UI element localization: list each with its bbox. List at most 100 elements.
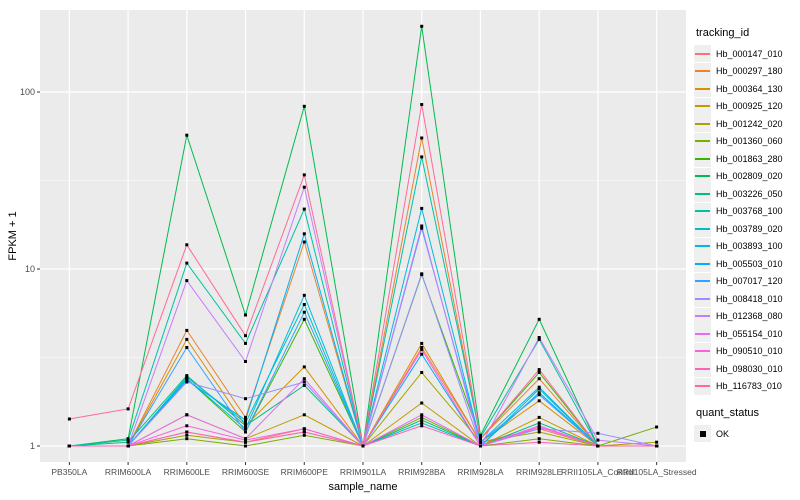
data-point bbox=[420, 155, 424, 159]
legend-item-label: Hb_000147_010 bbox=[716, 48, 783, 59]
y-tick-label: 100 bbox=[20, 87, 35, 97]
data-point bbox=[302, 317, 306, 321]
data-point bbox=[126, 407, 130, 411]
data-point bbox=[126, 444, 130, 448]
data-point bbox=[537, 368, 541, 372]
data-point bbox=[185, 378, 189, 382]
legend-item: Hb_003226_050 bbox=[694, 185, 800, 203]
legend-item-label: Hb_055154_010 bbox=[716, 328, 783, 339]
data-point bbox=[537, 399, 541, 403]
y-tick-label: 1 bbox=[30, 441, 35, 451]
data-point bbox=[185, 433, 189, 437]
data-point bbox=[302, 104, 306, 108]
data-point bbox=[420, 24, 424, 28]
data-point bbox=[185, 377, 189, 381]
data-point bbox=[420, 418, 424, 422]
y-tick-label: 10 bbox=[25, 264, 35, 274]
x-axis-title: sample_name bbox=[328, 481, 398, 493]
data-points bbox=[67, 24, 659, 448]
x-tick-label: RRIM600LE bbox=[164, 467, 211, 477]
legend-item-label: Hb_090510_010 bbox=[716, 346, 783, 357]
data-point bbox=[185, 133, 189, 137]
legend-key-line-icon bbox=[694, 97, 711, 115]
legend-item: Hb_008418_010 bbox=[694, 290, 800, 308]
legend-item: Hb_003893_100 bbox=[694, 237, 800, 256]
data-point bbox=[185, 437, 189, 441]
data-point bbox=[302, 303, 306, 306]
data-point bbox=[420, 136, 424, 140]
data-point bbox=[420, 206, 424, 210]
data-point bbox=[244, 418, 247, 422]
data-point bbox=[185, 346, 189, 349]
data-point bbox=[537, 425, 541, 429]
data-point bbox=[185, 424, 189, 428]
legend-item-label: Hb_008418_010 bbox=[716, 293, 783, 304]
data-point bbox=[537, 385, 541, 389]
data-point bbox=[302, 430, 306, 434]
data-point bbox=[420, 424, 424, 428]
x-tick-label: RRIM600PE bbox=[281, 467, 329, 477]
legend-item-label: Hb_116783_010 bbox=[716, 381, 782, 392]
data-point bbox=[596, 444, 600, 448]
legend-key-line-icon bbox=[694, 150, 711, 168]
data-point bbox=[67, 417, 71, 421]
data-point bbox=[244, 360, 247, 363]
data-point bbox=[244, 438, 247, 442]
legend-key-line-icon bbox=[694, 185, 711, 203]
data-point bbox=[420, 348, 424, 352]
data-point bbox=[244, 427, 247, 431]
data-point bbox=[302, 310, 306, 314]
data-point bbox=[537, 391, 541, 395]
data-point bbox=[596, 431, 600, 435]
data-point bbox=[302, 413, 306, 417]
data-point bbox=[655, 440, 659, 444]
legend-item: Hb_098030_010 bbox=[694, 360, 800, 378]
data-point bbox=[302, 240, 306, 244]
legend-item-quant: OK bbox=[694, 425, 800, 443]
data-point bbox=[361, 444, 365, 448]
legend-item: Hb_012368_080 bbox=[694, 307, 800, 326]
data-point bbox=[537, 427, 541, 431]
legend-key-line-icon bbox=[694, 307, 711, 325]
legend-quant-items: OK bbox=[694, 425, 800, 443]
data-point bbox=[185, 413, 189, 417]
legend-key-line-icon bbox=[694, 62, 711, 80]
data-point bbox=[479, 433, 482, 437]
data-point bbox=[302, 232, 306, 236]
data-point bbox=[420, 224, 424, 228]
x-tick-label: RRII105LA_Stressed bbox=[617, 467, 697, 477]
data-point bbox=[185, 375, 189, 379]
data-point bbox=[655, 425, 659, 429]
legend-item: Hb_000925_120 bbox=[694, 97, 800, 116]
legend-key-line-icon bbox=[694, 80, 711, 98]
data-point bbox=[302, 293, 306, 297]
legend-quant-label: OK bbox=[716, 428, 730, 439]
data-point bbox=[244, 341, 247, 345]
legend-item: Hb_116783_010 bbox=[694, 377, 800, 396]
data-point bbox=[537, 440, 541, 444]
x-tick-label: RRII105LA_Control bbox=[561, 467, 635, 477]
data-point bbox=[479, 444, 482, 448]
legend-key-line-icon bbox=[694, 132, 711, 150]
legend-key-line-icon bbox=[694, 342, 711, 360]
x-tick-label: RRIM600SE bbox=[222, 467, 270, 477]
x-tick-label: RRIM901LA bbox=[340, 467, 387, 477]
x-tick-label: PB350LA bbox=[51, 467, 87, 477]
legend-item-label: Hb_012368_080 bbox=[716, 311, 783, 322]
data-point bbox=[244, 415, 247, 419]
legend-item-label: Hb_003768_100 bbox=[716, 206, 783, 217]
data-point bbox=[302, 207, 306, 211]
legend-key-square-icon bbox=[694, 425, 711, 443]
data-point bbox=[244, 424, 247, 428]
data-point bbox=[185, 279, 189, 283]
data-point bbox=[302, 173, 306, 177]
data-point bbox=[185, 337, 189, 341]
legend-key-line-icon bbox=[694, 167, 711, 185]
data-point bbox=[420, 346, 424, 349]
legend-item: Hb_005503_010 bbox=[694, 255, 800, 273]
data-point bbox=[537, 371, 541, 374]
legend-item: Hb_001360_060 bbox=[694, 132, 800, 151]
legend-item-label: Hb_003789_020 bbox=[716, 223, 783, 234]
